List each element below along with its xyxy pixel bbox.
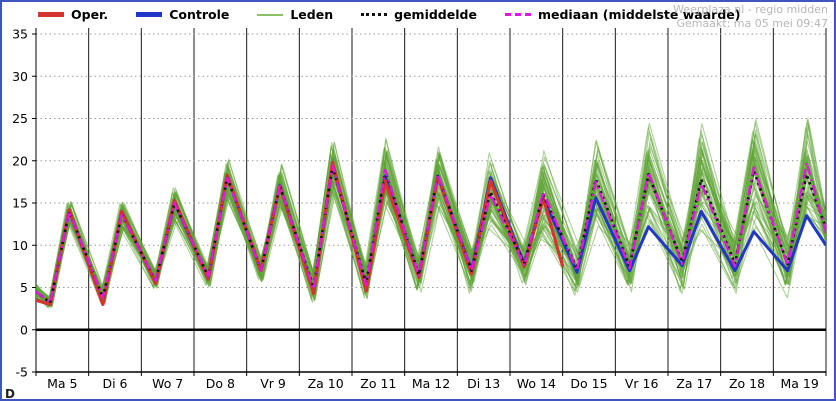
x-tick-label: Ma 12 [412,376,450,391]
legend-label-mediaan: mediaan (middelste waarde) [537,7,741,22]
legend-label-gemiddelde: gemiddelde [394,7,477,22]
legend-item-controle: Controle [136,7,229,22]
series-line-mediaan [36,161,826,304]
y-tick-label: 25 [12,111,28,126]
legend-item-mediaan: mediaan (middelste waarde) [504,7,741,22]
x-tick-label: Ma 19 [781,376,819,391]
y-tick-label: 30 [12,69,28,84]
y-tick-label: -5 [16,365,28,380]
x-tick-label: Zo 18 [729,376,765,391]
y-tick-label: 10 [12,238,28,253]
leden-line-swatch [257,13,284,16]
legend-label-leden: Leden [290,7,334,22]
x-tick-label: Vr 9 [260,376,286,391]
y-tick-label: 5 [20,280,28,295]
x-tick-label: Vr 16 [625,376,659,391]
x-tick-label: Do 15 [570,376,607,391]
x-tick-label: Do 8 [206,376,235,391]
y-tick-label: 35 [12,27,28,42]
x-tick-label: Di 6 [102,376,127,391]
oper-line-swatch [38,12,64,17]
x-tick-label: Za 17 [676,376,712,391]
gemiddelde-line-swatch [361,13,388,16]
x-tick-label: Wo 14 [517,376,556,391]
credits: Weerplaza.nl - regio midden Gemaakt: ma … [673,3,828,31]
generated-text: Gemaakt: ma 05 mei 09:47 [676,16,828,30]
x-tick-label: Zo 11 [360,376,396,391]
mediaan-line-swatch [504,13,531,16]
controle-line-swatch [136,12,163,17]
ensemble-member-line [36,138,826,308]
legend-label-controle: Controle [169,7,230,22]
y-tick-label: 20 [12,153,28,168]
x-tick-label: Di 13 [467,376,500,391]
chart-legend: Oper. Controle Leden gemiddelde mediaan … [38,7,740,22]
source-text: Weerplaza.nl - regio midden [673,3,828,16]
x-tick-label: Za 10 [308,376,344,391]
x-tick-label: Wo 7 [152,376,183,391]
cropped-bottom-text: D [5,387,15,401]
y-tick-label: 15 [12,196,28,211]
y-tick-label: 0 [20,322,28,337]
legend-item-leden: Leden [257,7,333,22]
legend-item-oper: Oper. [38,7,108,22]
legend-label-oper: Oper. [71,7,109,22]
x-tick-label: Ma 5 [47,376,77,391]
legend-item-gemiddelde: gemiddelde [361,7,477,22]
